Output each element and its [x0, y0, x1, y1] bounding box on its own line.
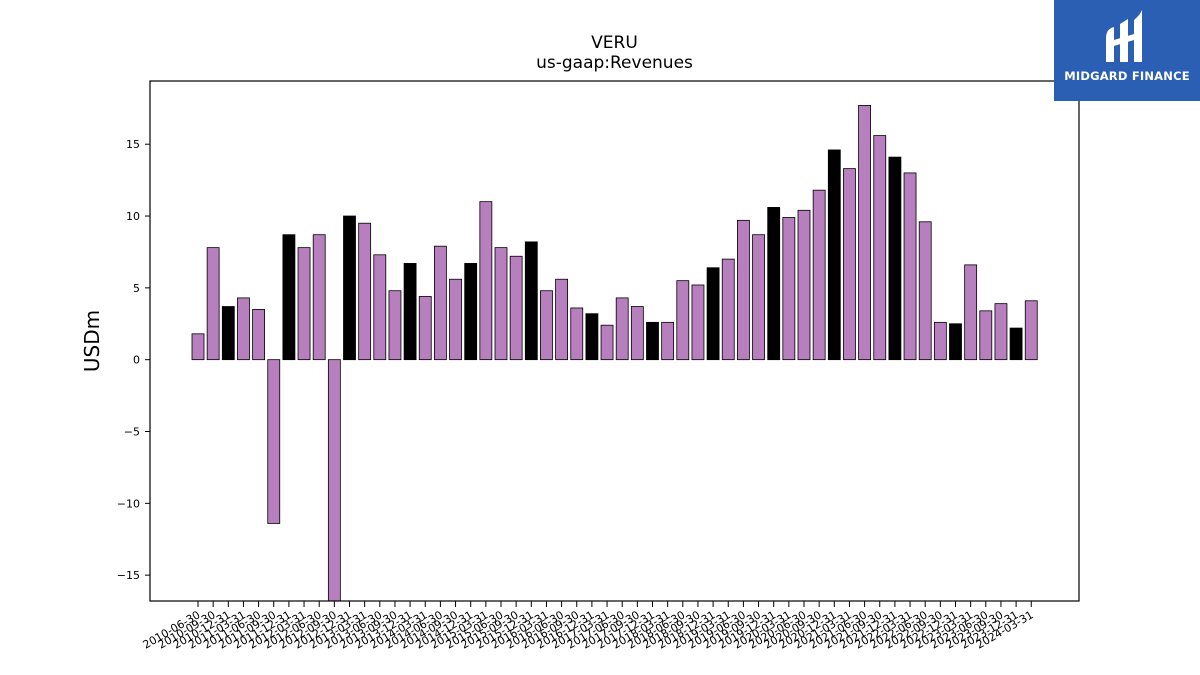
bar	[388, 290, 402, 361]
bar	[661, 321, 675, 361]
bar	[843, 168, 856, 361]
bar	[509, 255, 523, 361]
bar	[494, 247, 508, 361]
bar	[706, 267, 720, 361]
bar	[949, 323, 962, 361]
bar	[312, 234, 326, 361]
bar	[373, 254, 387, 361]
bar	[358, 222, 372, 361]
bar	[297, 247, 311, 361]
bar	[691, 284, 705, 361]
bar	[979, 310, 993, 361]
bar	[812, 189, 826, 361]
bar	[585, 313, 599, 361]
y-axis: −15 −10 −5 0 5 10 15	[117, 138, 150, 582]
logo-text: MIDGARD FINANCE	[1064, 69, 1190, 83]
y-tick-label: 10	[126, 210, 140, 223]
y-tick-label: 5	[133, 282, 140, 295]
chart-title: VERU	[591, 33, 638, 53]
chart-subtitle: us-gaap:Revenues	[536, 53, 693, 73]
bar	[191, 333, 205, 361]
bar	[873, 135, 887, 361]
y-tick-label: −15	[117, 569, 140, 582]
bar	[918, 221, 932, 361]
bar	[767, 207, 781, 361]
bar	[782, 217, 796, 361]
bar	[206, 247, 220, 361]
bar	[933, 321, 947, 361]
y-axis-label: USDm	[80, 310, 104, 372]
plot-frame	[149, 80, 1080, 602]
bar	[1024, 300, 1038, 361]
bar	[858, 105, 871, 361]
bar	[524, 241, 538, 361]
bar	[282, 234, 296, 361]
bar	[994, 303, 1008, 361]
bar	[646, 321, 659, 361]
bar	[964, 264, 978, 361]
bar	[676, 280, 690, 361]
bar	[540, 290, 553, 361]
bar	[737, 219, 750, 361]
bar	[555, 278, 568, 361]
bar	[600, 324, 614, 361]
bar	[827, 149, 841, 361]
bar	[237, 297, 250, 361]
bar	[327, 359, 341, 602]
midgard-finance-logo: MIDGARD FINANCE	[1054, 0, 1200, 101]
y-tick-label: 15	[126, 138, 140, 151]
bar-series	[191, 105, 1038, 602]
bar	[221, 306, 235, 361]
bar	[449, 278, 462, 361]
bar	[252, 308, 266, 361]
bar	[888, 156, 902, 361]
x-axis: 2010-06-302010-09-302010-12-312011-03-31…	[141, 601, 1036, 652]
bar	[903, 172, 917, 361]
bar	[630, 306, 644, 361]
bar	[570, 307, 584, 361]
y-tick-label: 0	[133, 354, 140, 367]
logo-mark-icon	[1106, 10, 1142, 62]
bar	[615, 297, 629, 361]
bar	[479, 201, 493, 361]
bar	[418, 296, 432, 361]
y-tick-label: −10	[117, 497, 140, 510]
bar	[403, 263, 417, 361]
bar	[464, 263, 478, 361]
bar	[752, 234, 765, 361]
bar	[1009, 327, 1023, 361]
bar	[721, 258, 735, 361]
y-tick-label: −5	[124, 425, 140, 438]
bar	[267, 359, 281, 524]
bar	[797, 209, 811, 361]
bar	[433, 245, 447, 361]
bar	[343, 215, 356, 361]
